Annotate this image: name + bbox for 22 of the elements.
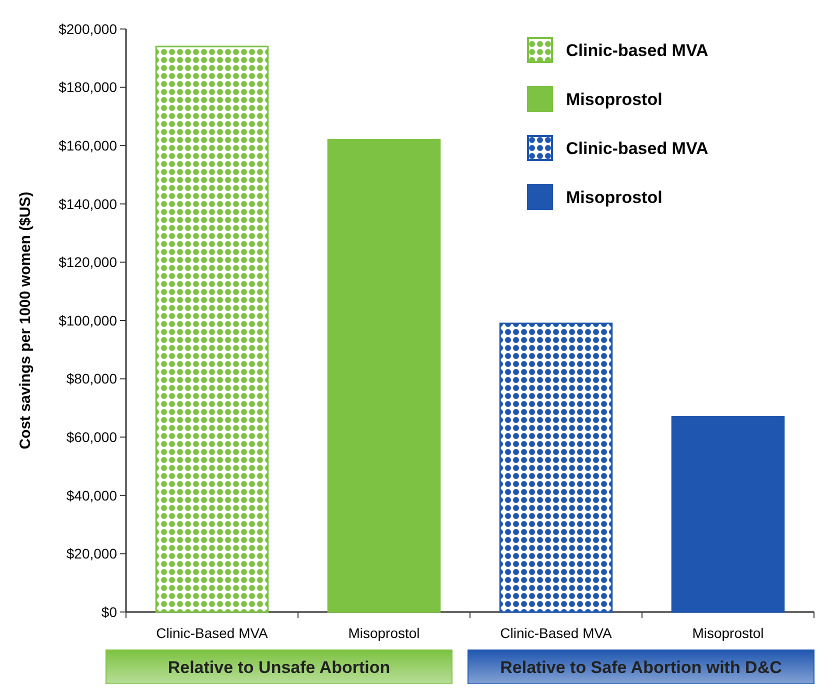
x-tick-label: Clinic-Based MVA (156, 625, 269, 641)
x-tick-label: Clinic-Based MVA (500, 625, 613, 641)
y-tick-label: $80,000 (66, 370, 118, 387)
y-tick-label: $180,000 (58, 79, 118, 96)
y-tick-label: $200,000 (58, 20, 118, 37)
legend-label: Clinic-based MVA (566, 40, 708, 60)
x-tick-label: Misoprostol (692, 625, 764, 641)
y-tick-label: $120,000 (58, 254, 118, 270)
y-tick-label: $140,000 (58, 196, 118, 212)
y-tick-label: $0 (101, 604, 118, 620)
legend-label: Misoprostol (566, 90, 662, 109)
text: Relative to Safe Abortion with D&C (500, 658, 782, 677)
legend-label: Misoprostol (566, 188, 662, 207)
y-tick-label: $20,000 (66, 546, 118, 562)
y-axis-title: Cost savings per 1000 women ($US) (17, 192, 34, 450)
legend-label: Clinic-based MVA (566, 138, 708, 158)
text: Relative to Unsafe Abortion (168, 658, 390, 677)
y-tick-label: $160,000 (58, 138, 118, 154)
x-tick-label: Misoprostol (348, 625, 420, 641)
y-tick-label: $100,000 (58, 312, 118, 328)
y-tick-label: $40,000 (66, 487, 118, 504)
y-tick-label: $60,000 (66, 429, 118, 445)
